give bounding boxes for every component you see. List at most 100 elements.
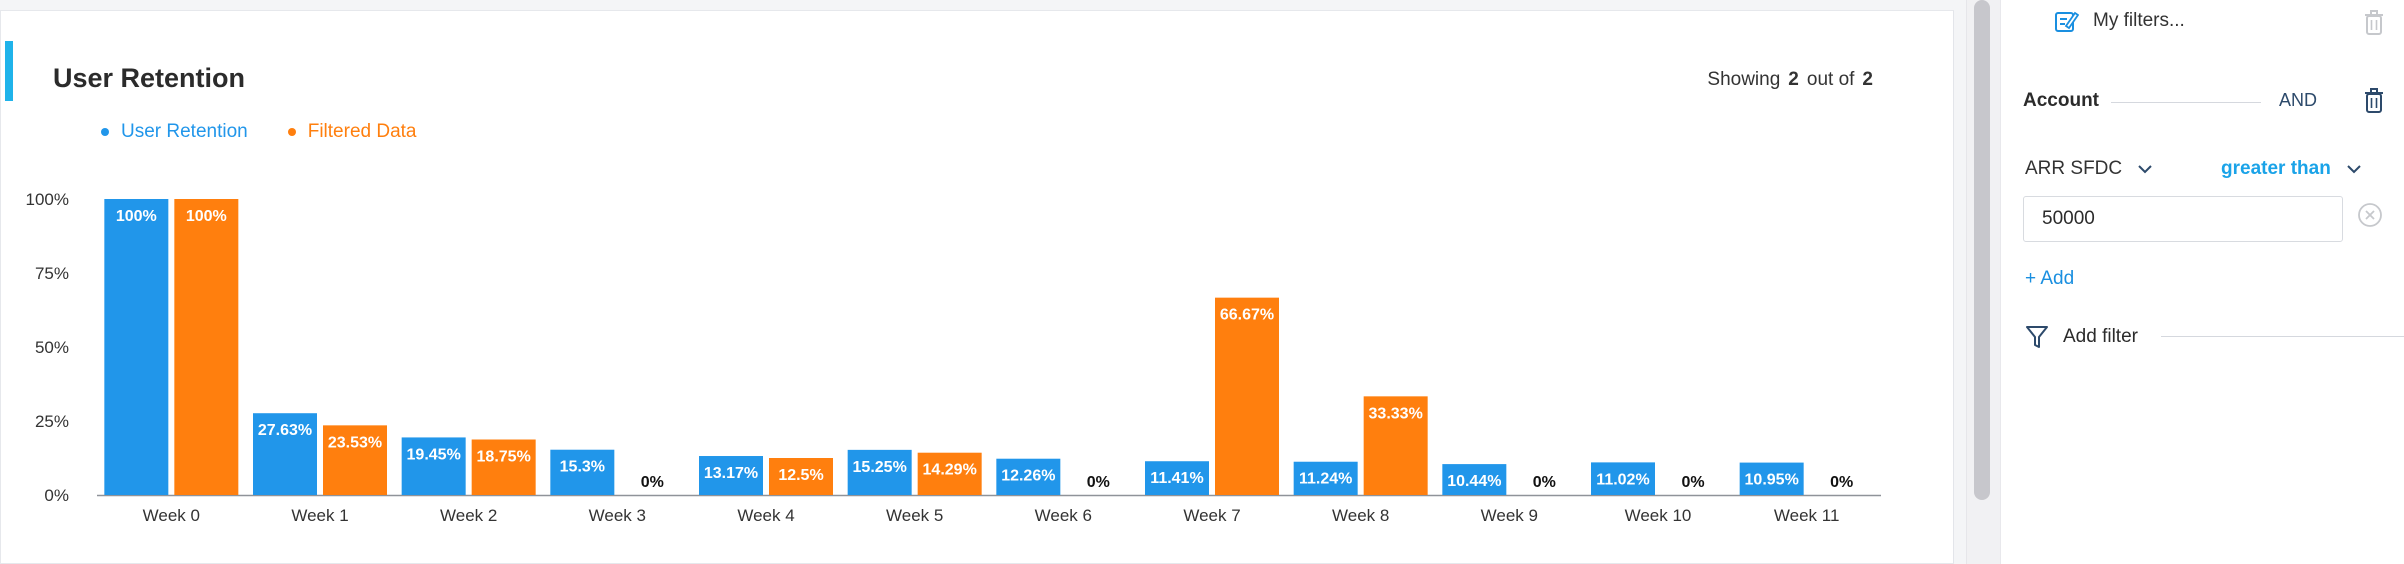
data-label: 12.5% bbox=[778, 467, 823, 484]
bar-user-retention bbox=[996, 458, 1061, 495]
x-tick-label: Week 8 bbox=[1332, 506, 1389, 525]
data-label: 14.29% bbox=[923, 462, 977, 479]
field-select[interactable]: ARR SFDC bbox=[2025, 158, 2152, 180]
data-label: 0% bbox=[1830, 474, 1853, 491]
bar-user-retention bbox=[699, 456, 763, 495]
y-tick-label: 50% bbox=[35, 338, 69, 357]
data-label: 0% bbox=[641, 474, 664, 491]
filter-group-label: Account bbox=[2023, 90, 2099, 111]
data-label: 0% bbox=[1533, 474, 1556, 491]
chart-title: User Retention bbox=[53, 63, 246, 93]
data-label: 13.17% bbox=[704, 465, 758, 482]
chevron-down-icon bbox=[2347, 165, 2361, 174]
data-label: 0% bbox=[1681, 474, 1704, 491]
x-tick-label: Week 9 bbox=[1481, 506, 1538, 525]
data-label: 11.24% bbox=[1299, 471, 1352, 488]
data-label: 100% bbox=[116, 208, 157, 225]
bar-filtered-data bbox=[323, 425, 387, 495]
data-label: 11.41% bbox=[1150, 470, 1203, 487]
filter-group-header: Account AND bbox=[2023, 88, 2383, 112]
x-tick-label: Week 5 bbox=[886, 506, 943, 525]
data-label: 10.95% bbox=[1745, 472, 1799, 489]
title-accent-bar bbox=[5, 41, 13, 101]
y-tick-label: 0% bbox=[44, 486, 69, 505]
y-tick-label: 25% bbox=[35, 412, 69, 431]
y-tick-label: 75% bbox=[35, 264, 69, 283]
data-label: 27.63% bbox=[258, 422, 312, 439]
showing-prefix: Showing bbox=[1707, 69, 1781, 90]
field-select-value: ARR SFDC bbox=[2025, 158, 2123, 179]
filter-panel: My filters... Account AND ARR SFDC bbox=[2000, 0, 2404, 564]
bar-user-retention bbox=[847, 449, 912, 495]
conjunction-toggle[interactable]: AND bbox=[2279, 90, 2318, 110]
bar-user-retention bbox=[253, 413, 317, 495]
x-tick-label: Week 11 bbox=[1774, 506, 1840, 525]
my-filters-label: My filters... bbox=[2093, 10, 2185, 31]
chart-card: User Retention Showing 2 out of 2 User Rete… bbox=[0, 10, 1954, 564]
showing-mid: out of bbox=[1806, 69, 1855, 90]
operator-select-value: greater than bbox=[2221, 158, 2331, 179]
bar-user-retention bbox=[1442, 464, 1507, 495]
chevron-down-icon bbox=[2138, 165, 2152, 174]
showing-total-value: 2 bbox=[1862, 69, 1873, 90]
filter-value-input[interactable] bbox=[2023, 196, 2343, 242]
data-label: 0% bbox=[1087, 474, 1110, 491]
data-label: 15.25% bbox=[853, 459, 907, 476]
add-condition-link[interactable]: + Add bbox=[2025, 268, 2075, 289]
legend-label: Filtered Data bbox=[307, 121, 417, 142]
bar-filtered-data bbox=[471, 439, 536, 495]
legend-dot-icon bbox=[287, 128, 296, 136]
data-label: 23.53% bbox=[328, 434, 382, 451]
bar-user-retention bbox=[1591, 462, 1655, 495]
legend-label: User Retention bbox=[121, 121, 248, 142]
bar-filtered-data bbox=[174, 199, 239, 495]
x-tick-label: Week 4 bbox=[737, 506, 794, 525]
x-tick-label: Week 1 bbox=[291, 506, 348, 525]
x-tick-label: Week 0 bbox=[143, 506, 200, 525]
bar-user-retention bbox=[1739, 462, 1804, 495]
bar-filtered-data bbox=[917, 452, 982, 495]
bar-user-retention bbox=[550, 449, 615, 495]
data-label: 12.26% bbox=[1001, 468, 1055, 485]
showing-count: Showing 2 out of 2 bbox=[1707, 69, 1881, 91]
data-label: 18.75% bbox=[477, 449, 531, 466]
x-tick-label: Week 3 bbox=[589, 506, 646, 525]
chart-legend: User Retention Filtered Data bbox=[101, 121, 417, 143]
group-divider bbox=[2111, 102, 2261, 103]
trash-icon[interactable] bbox=[2363, 10, 2385, 36]
add-filter-label: Add filter bbox=[2063, 326, 2138, 347]
filter-condition-row: ARR SFDC greater than bbox=[2025, 158, 2385, 184]
showing-count-value: 2 bbox=[1788, 69, 1799, 90]
operator-select[interactable]: greater than bbox=[2221, 158, 2361, 180]
x-tick-label: Week 7 bbox=[1183, 506, 1240, 525]
clear-circle-icon[interactable] bbox=[2357, 202, 2383, 228]
edit-filter-icon bbox=[2055, 11, 2079, 32]
x-tick-label: Week 6 bbox=[1035, 506, 1092, 525]
add-filter-divider bbox=[2161, 336, 2404, 337]
add-filter-button[interactable]: Add filter bbox=[2025, 324, 2138, 350]
trash-icon[interactable] bbox=[2363, 88, 2385, 114]
y-tick-label: 100% bbox=[26, 190, 69, 209]
scrollbar-thumb[interactable] bbox=[1974, 0, 1990, 500]
legend-item-filtered-data[interactable]: Filtered Data bbox=[287, 121, 417, 143]
data-label: 11.02% bbox=[1596, 471, 1649, 488]
vertical-scrollbar[interactable] bbox=[1966, 0, 2000, 564]
data-label: 33.33% bbox=[1369, 405, 1423, 422]
data-label: 100% bbox=[186, 208, 227, 225]
bar-chart: 0% 25% 50% 75% 100% 100% 100% Week 0 27.63% 23.53… bbox=[26, 190, 1881, 525]
data-label: 10.44% bbox=[1447, 473, 1501, 490]
x-tick-label: Week 10 bbox=[1625, 506, 1692, 525]
bar-filtered-data bbox=[769, 458, 833, 495]
bar-filtered-data bbox=[1215, 297, 1279, 495]
data-label: 15.3% bbox=[560, 459, 605, 476]
my-filters-button[interactable]: My filters... bbox=[2053, 8, 2185, 34]
bar-user-retention bbox=[104, 199, 169, 495]
bar-user-retention bbox=[1293, 461, 1358, 495]
bar-filtered-data bbox=[1363, 396, 1428, 495]
data-label: 66.67% bbox=[1220, 307, 1274, 324]
x-tick-label: Week 2 bbox=[440, 506, 497, 525]
legend-item-user-retention[interactable]: User Retention bbox=[101, 121, 248, 143]
funnel-icon bbox=[2026, 326, 2048, 348]
data-label: 19.45% bbox=[407, 446, 461, 463]
bar-user-retention bbox=[1145, 461, 1209, 495]
